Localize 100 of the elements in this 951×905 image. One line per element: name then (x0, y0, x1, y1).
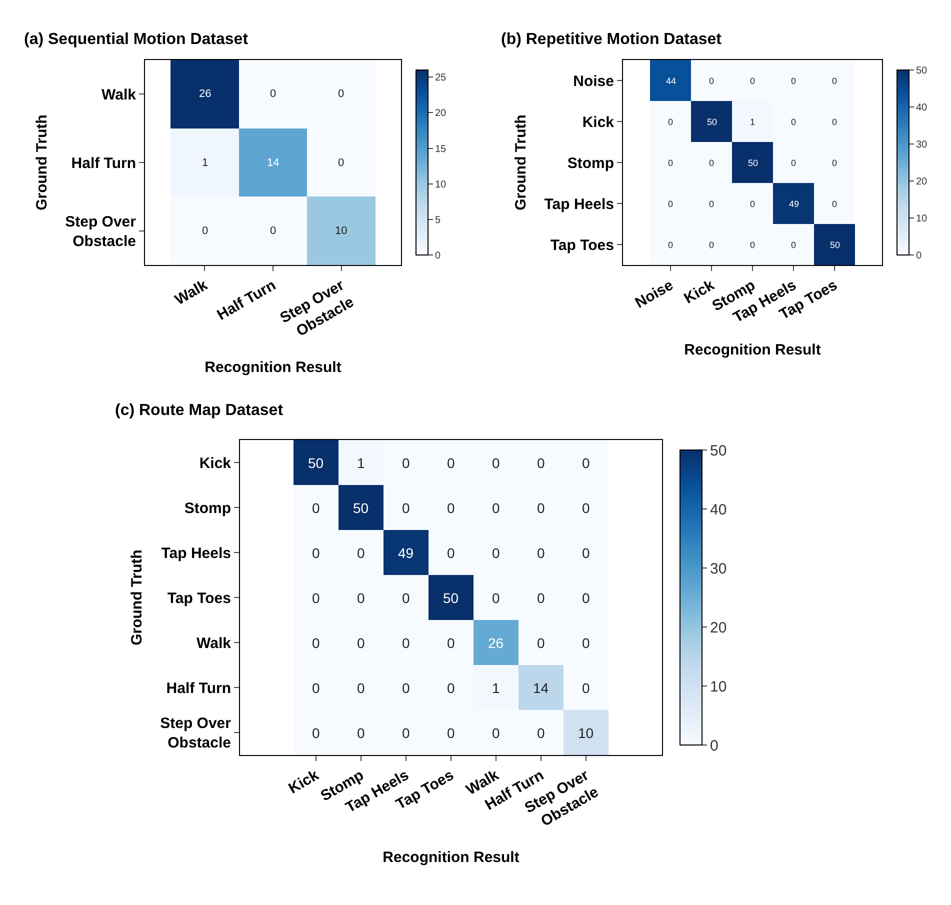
y-axis-title: Ground Truth (33, 114, 50, 210)
y-tick-label: Tap Heels (161, 544, 231, 562)
color-bar-label: 10 (435, 179, 447, 190)
data-label: 0 (492, 545, 500, 561)
data-label: 0 (537, 545, 545, 561)
color-bar-label: 0 (435, 250, 441, 262)
data-label: 0 (832, 199, 838, 209)
data-label: 10 (578, 725, 594, 741)
chart-title: (c) Route Map Dataset (115, 402, 284, 419)
data-label: 0 (709, 199, 714, 209)
data-label: 0 (357, 545, 365, 561)
data-label: 0 (447, 680, 455, 696)
data-label: 0 (357, 590, 365, 606)
data-label: 0 (668, 117, 674, 127)
data-label: 0 (492, 455, 500, 471)
x-axis-title: Recognition Result (684, 341, 821, 358)
x-axis-title: Recognition Result (382, 848, 520, 866)
data-label: 0 (338, 88, 344, 100)
data-label: 0 (582, 545, 590, 561)
data-label: 50 (308, 455, 324, 471)
data-label: 0 (447, 500, 455, 516)
data-label: 0 (832, 117, 838, 127)
data-label: 50 (443, 590, 459, 606)
y-tick-label: Stomp (567, 154, 614, 172)
color-bar-label: 50 (916, 66, 928, 76)
data-label: 0 (447, 545, 455, 561)
data-label: 44 (666, 76, 676, 86)
data-label: 0 (668, 240, 674, 250)
data-label: 0 (668, 199, 674, 209)
color-bar-label: 5 (435, 214, 441, 226)
data-label: 0 (357, 635, 365, 651)
data-label: 0 (447, 635, 455, 651)
data-label: 10 (335, 225, 348, 237)
y-tick-label: Tap Toes (167, 590, 231, 607)
data-label: 0 (312, 545, 320, 561)
color-bar-label: 30 (916, 140, 928, 150)
data-label: 0 (582, 590, 590, 606)
color-bar-label: 20 (916, 176, 928, 188)
y-tick-label: Half Turn (71, 154, 136, 172)
color-bar-label: 15 (435, 144, 447, 155)
data-label: 26 (488, 635, 504, 651)
x-tick-label: Noise (632, 276, 676, 312)
data-label: 0 (709, 158, 714, 168)
data-label: 0 (447, 455, 455, 471)
data-label: 0 (582, 500, 590, 516)
y-tick-label: Half Turn (166, 680, 231, 697)
y-tick-label: Step Over Obstacle (160, 715, 232, 752)
data-label: 0 (668, 158, 674, 168)
data-label: 0 (537, 500, 545, 516)
data-label: 0 (492, 500, 500, 516)
color-bar-label: 30 (710, 560, 727, 578)
data-label: 50 (830, 240, 840, 250)
data-label: 0 (402, 500, 410, 516)
color-bar-label: 10 (916, 214, 928, 224)
data-label: 0 (402, 590, 410, 606)
y-tick-label: Walk (102, 86, 137, 104)
data-label: 14 (267, 157, 280, 169)
data-label: 0 (537, 725, 545, 741)
data-label: 0 (791, 158, 796, 168)
data-label: 0 (402, 635, 410, 651)
data-label: 0 (750, 199, 756, 209)
data-label: 50 (707, 117, 718, 127)
color-bar-label: 0 (710, 737, 718, 754)
data-label: 0 (270, 225, 276, 237)
data-label: 0 (537, 635, 545, 651)
data-label: 0 (750, 76, 756, 86)
y-tick-label: Noise (573, 72, 614, 90)
color-bar-label: 40 (916, 102, 928, 114)
color-bar-label: 50 (710, 442, 727, 460)
data-label: 0 (709, 240, 714, 250)
data-label: 0 (338, 157, 344, 169)
color-bar-label: 20 (710, 619, 727, 636)
data-label: 0 (832, 158, 838, 168)
y-axis-title: Ground Truth (128, 550, 146, 646)
color-bar-label: 0 (916, 250, 922, 262)
data-label: 0 (357, 725, 365, 741)
data-label: 0 (270, 88, 276, 100)
data-label: 0 (537, 455, 545, 471)
data-label: 0 (582, 635, 590, 651)
chart-title: (b) Repetitive Motion Dataset (501, 31, 722, 48)
color-bar-label: 40 (710, 501, 727, 518)
data-label: 0 (791, 117, 796, 127)
data-label: 0 (582, 455, 590, 471)
data-label: 0 (312, 635, 320, 651)
data-label: 0 (402, 680, 410, 696)
y-tick-label: Kick (199, 454, 232, 472)
data-label: 0 (357, 680, 365, 696)
data-label: 26 (199, 88, 212, 100)
color-bar-label: 10 (710, 678, 727, 696)
data-label: 0 (582, 680, 590, 696)
data-label: 0 (492, 725, 500, 741)
data-label: 14 (533, 680, 549, 696)
data-label: 0 (791, 240, 796, 250)
x-tick-label: Kick (286, 766, 322, 798)
data-label: 1 (202, 157, 208, 169)
y-tick-label: Tap Toes (550, 236, 614, 254)
data-label: 0 (402, 725, 410, 741)
y-tick-label: Step Over Obstacle (65, 213, 136, 250)
data-label: 0 (709, 76, 714, 86)
data-label: 0 (402, 455, 410, 471)
